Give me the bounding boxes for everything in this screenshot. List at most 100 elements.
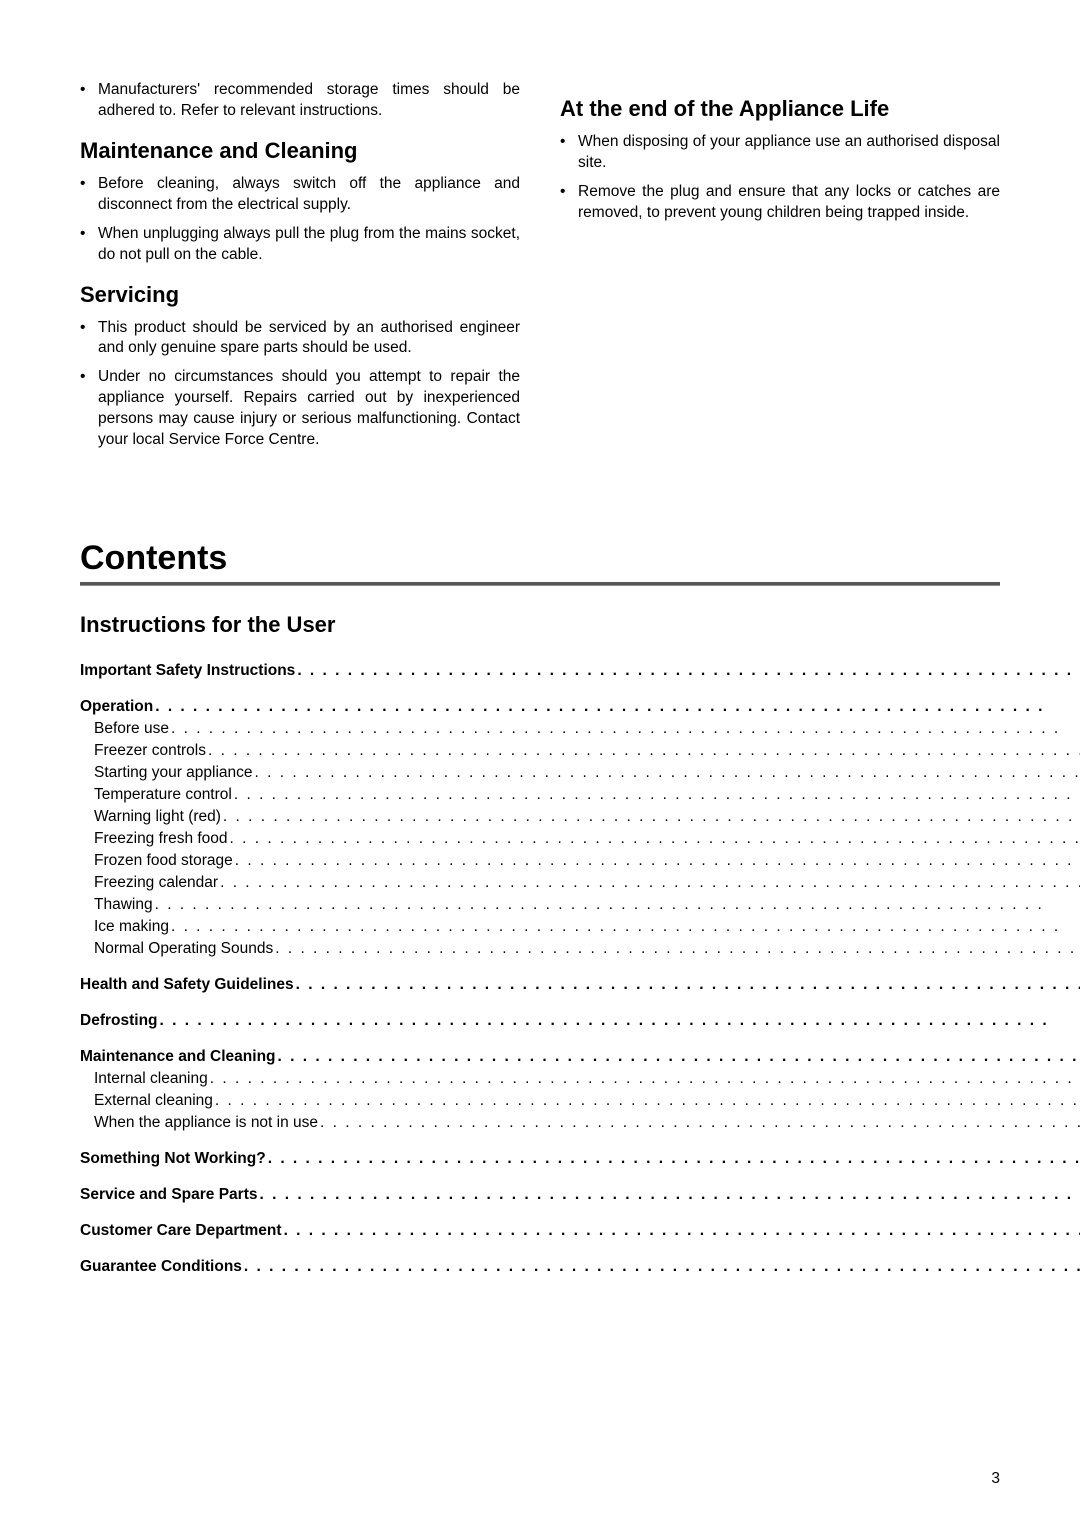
toc-label: Health and Safety Guidelines — [80, 976, 294, 994]
toc-entry: Customer Care Department 10 — [80, 1222, 1080, 1240]
toc-entry: Starting your appliance 4 — [80, 764, 1080, 782]
toc-label: Warning light (red) — [94, 808, 221, 826]
upper-right-column: At the end of the Appliance Life When dis… — [560, 80, 1000, 459]
section-heading: Maintenance and Cleaning — [80, 138, 520, 164]
toc-entry: Operation 4 — [80, 698, 1080, 716]
toc-label: Maintenance and Cleaning — [80, 1048, 276, 1066]
toc-dots — [242, 1258, 1080, 1276]
toc-entry: Important Safety Instructions 2 — [80, 662, 1080, 680]
bullet-item: When disposing of your appliance use an … — [560, 132, 1000, 174]
bullet-list: This product should be serviced by an au… — [80, 318, 520, 452]
toc-label: Freezing calendar — [94, 874, 218, 892]
toc-dots — [282, 1222, 1080, 1240]
toc-gap — [80, 1244, 1080, 1258]
toc-gap — [80, 1208, 1080, 1222]
toc-dots — [169, 918, 1080, 936]
toc-dots — [273, 940, 1080, 958]
toc-dots — [228, 830, 1080, 848]
contents-left-column: Instructions for the User Important Safe… — [80, 612, 1080, 1280]
toc-dots — [221, 808, 1080, 826]
bullet-item: Before cleaning, always switch off the a… — [80, 174, 520, 216]
toc-label: Customer Care Department — [80, 1222, 282, 1240]
contents-columns: Instructions for the User Important Safe… — [80, 612, 1000, 1280]
toc-dots — [276, 1048, 1080, 1066]
toc-label: Starting your appliance — [94, 764, 253, 782]
toc-entry: Frozen food storage 5 — [80, 852, 1080, 870]
contents-title: Contents — [80, 539, 1000, 578]
toc-label: Ice making — [94, 918, 169, 936]
toc-dots — [233, 852, 1080, 870]
bullet-item: This product should be serviced by an au… — [80, 318, 520, 360]
bullet-list: Before cleaning, always switch off the a… — [80, 174, 520, 266]
toc-gap — [80, 684, 1080, 698]
toc-left-heading: Instructions for the User — [80, 612, 1080, 638]
toc-dots — [153, 896, 1080, 914]
contents-rule — [80, 582, 1000, 586]
toc-entry: Warning light (red) 4 — [80, 808, 1080, 826]
toc-entry: External cleaning 8 — [80, 1092, 1080, 1110]
page-number: 3 — [991, 1470, 1000, 1488]
toc-entry: Defrosting 7 — [80, 1012, 1080, 1030]
toc-entry: Guarantee Conditions 11 — [80, 1258, 1080, 1276]
toc-dots — [153, 698, 1080, 716]
toc-gap — [80, 962, 1080, 976]
toc-dots — [318, 1114, 1080, 1132]
toc-dots — [208, 1070, 1080, 1088]
toc-dots — [253, 764, 1080, 782]
toc-gap — [80, 1136, 1080, 1150]
toc-entry: Health and Safety Guidelines 6 — [80, 976, 1080, 994]
toc-label: Before use — [94, 720, 169, 738]
toc-dots — [158, 1012, 1080, 1030]
toc-dots — [218, 874, 1080, 892]
toc-entry: Freezer controls 4 — [80, 742, 1080, 760]
toc-entry: Temperature control 4 — [80, 786, 1080, 804]
toc-entry: When the appliance is not in use 8 — [80, 1114, 1080, 1132]
toc-dots — [213, 1092, 1080, 1110]
toc-entry: Before use 4 — [80, 720, 1080, 738]
bullet-item: Manufacturers' recommended storage times… — [80, 80, 520, 122]
toc-entry: Freezing calendar 5 — [80, 874, 1080, 892]
toc-entry: Something Not Working? 9 — [80, 1150, 1080, 1168]
toc-label: Freezer controls — [94, 742, 206, 760]
toc-entry: Service and Spare Parts 10 — [80, 1186, 1080, 1204]
toc-dots — [295, 662, 1080, 680]
toc-entry: Maintenance and Cleaning 8 — [80, 1048, 1080, 1066]
toc-label: Operation — [80, 698, 153, 716]
toc-label: Guarantee Conditions — [80, 1258, 242, 1276]
toc-label: Normal Operating Sounds — [94, 940, 273, 958]
section-heading: Servicing — [80, 282, 520, 308]
bullet-item: When unplugging always pull the plug fro… — [80, 224, 520, 266]
toc-label: Freezing fresh food — [94, 830, 228, 848]
toc-gap — [80, 998, 1080, 1012]
bullet-list: When disposing of your appliance use an … — [560, 132, 1000, 224]
toc-dots — [206, 742, 1080, 760]
toc-dots — [169, 720, 1080, 738]
toc-gap — [80, 1172, 1080, 1186]
toc-dots — [258, 1186, 1080, 1204]
toc-label: When the appliance is not in use — [94, 1114, 318, 1132]
toc-entry: Internal cleaning 8 — [80, 1070, 1080, 1088]
toc-label: Frozen food storage — [94, 852, 233, 870]
toc-label: Temperature control — [94, 786, 232, 804]
intro-bullets: Manufacturers' recommended storage times… — [80, 80, 520, 122]
bullet-item: Under no circumstances should you attemp… — [80, 367, 520, 451]
toc-label: Thawing — [94, 896, 153, 914]
bullet-item: Remove the plug and ensure that any lock… — [560, 182, 1000, 224]
toc-dots — [266, 1150, 1080, 1168]
toc-label: Internal cleaning — [94, 1070, 208, 1088]
toc-label: Defrosting — [80, 1012, 158, 1030]
toc-entry: Thawing 5 — [80, 896, 1080, 914]
toc-label: Something Not Working? — [80, 1150, 266, 1168]
toc-entry: Ice making 6 — [80, 918, 1080, 936]
toc-entry: Freezing fresh food 5 — [80, 830, 1080, 848]
section-heading: At the end of the Appliance Life — [560, 96, 1000, 122]
toc-label: Important Safety Instructions — [80, 662, 295, 680]
toc-gap — [80, 1034, 1080, 1048]
upper-columns: Manufacturers' recommended storage times… — [80, 80, 1000, 459]
toc-dots — [232, 786, 1080, 804]
toc-dots — [294, 976, 1080, 994]
toc-entry: Normal Operating Sounds 6 — [80, 940, 1080, 958]
upper-left-column: Manufacturers' recommended storage times… — [80, 80, 520, 459]
toc-label: External cleaning — [94, 1092, 213, 1110]
toc-label: Service and Spare Parts — [80, 1186, 258, 1204]
